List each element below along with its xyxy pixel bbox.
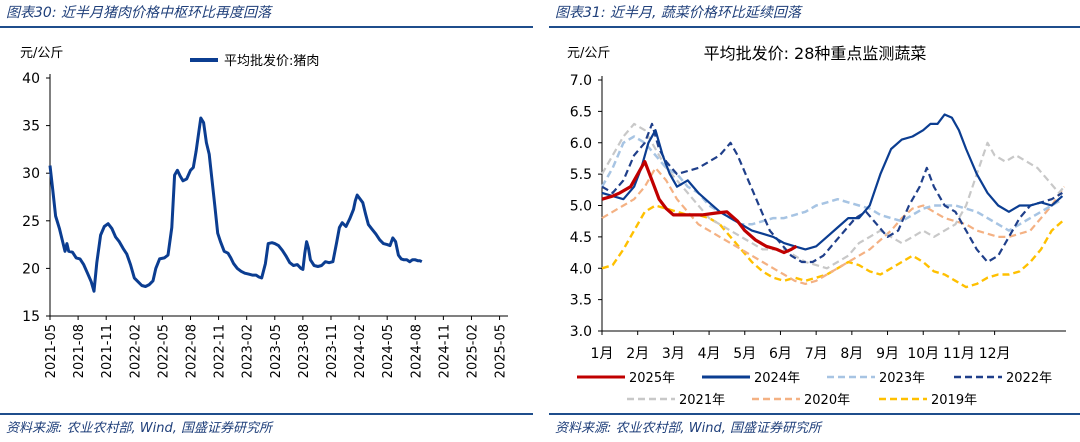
series-line-pork xyxy=(48,116,423,293)
y-tick-label: 6.0 xyxy=(570,136,592,152)
y-tick-label: 30 xyxy=(22,166,40,182)
x-tick-label: 9月 xyxy=(876,346,899,362)
y-tick-label: 40 xyxy=(22,71,40,87)
legend-label: 2024年 xyxy=(754,371,800,386)
y-tick-label: 3.0 xyxy=(570,324,592,340)
x-tick-label: 2月 xyxy=(626,346,649,362)
y-axis-unit-label: 元/公斤 xyxy=(20,46,63,61)
x-tick-label: 2022-08 xyxy=(184,324,199,378)
series-line-2025年 xyxy=(601,160,798,255)
x-tick-label: 2023-02 xyxy=(241,324,256,378)
y-tick-label: 35 xyxy=(22,119,40,135)
series-line-2022年 xyxy=(601,122,1063,264)
legend-label: 平均批发价:猪肉 xyxy=(224,53,319,69)
y-axis-unit-label: 元/公斤 xyxy=(567,46,610,61)
y-tick-label: 4.5 xyxy=(570,230,592,246)
x-tick-label: 7月 xyxy=(805,346,828,362)
right-source-note: 资料来源: 农业农村部, Wind, 国盛证券研究所 xyxy=(555,421,821,436)
top-rule xyxy=(0,26,533,28)
x-tick-label: 2025-05 xyxy=(494,324,509,378)
bottom-rule xyxy=(0,413,533,415)
x-tick-label: 2025-02 xyxy=(465,324,480,378)
left-source-note: 资料来源: 农业农村部, Wind, 国盛证券研究所 xyxy=(6,421,272,436)
legend-label: 2022年 xyxy=(1006,371,1052,386)
x-tick-label: 2023-11 xyxy=(325,324,340,378)
x-tick-label: 3月 xyxy=(662,346,685,362)
y-tick-label: 25 xyxy=(22,214,40,230)
y-tick-label: 15 xyxy=(22,309,40,325)
x-tick-label: 6月 xyxy=(769,346,792,362)
x-tick-label: 5月 xyxy=(733,346,756,362)
y-tick-label: 5.5 xyxy=(570,167,592,183)
x-tick-label: 2024-08 xyxy=(409,324,424,378)
right-panel-title: 图表31: 近半月, 蔬菜价格环比延续回落 xyxy=(555,5,801,21)
x-tick-label: 2021-11 xyxy=(100,324,115,378)
y-tick-label: 4.0 xyxy=(570,261,592,277)
x-tick-label: 2022-05 xyxy=(156,324,171,378)
y-tick-label: 5.0 xyxy=(570,199,592,215)
vegetable-price-chart: 元/公斤 平均批发价: 28种重点监测蔬菜 3.0 3.5 4.0 4.5 5.0 5.5 6.… xyxy=(567,44,1066,408)
series-line-2021年 xyxy=(601,122,1066,270)
x-tick-label: 2023-05 xyxy=(269,324,284,378)
x-tick-label: 2024-11 xyxy=(437,324,452,378)
x-tick-label: 8月 xyxy=(840,346,863,362)
series-line-2023年 xyxy=(600,135,1064,232)
x-tick-label: 10月 xyxy=(907,346,939,362)
legend-label: 2019年 xyxy=(931,393,977,408)
y-tick-label: 20 xyxy=(22,261,40,277)
x-tick-label: 2021-05 xyxy=(44,324,59,378)
right-panel: 图表31: 近半月, 蔬菜价格环比延续回落 元/公斤 平均批发价: 28种重点监测… xyxy=(549,0,1080,442)
legend-label: 2025年 xyxy=(629,371,675,386)
top-rule xyxy=(549,26,1080,28)
x-tick-label: 2022-02 xyxy=(128,324,143,378)
x-tick-label: 4月 xyxy=(698,346,721,362)
y-tick-label: 6.5 xyxy=(570,104,592,120)
y-tick-label: 3.5 xyxy=(570,293,592,309)
x-tick-label: 2021-08 xyxy=(72,324,87,378)
x-tick-label: 1月 xyxy=(591,346,614,362)
x-tick-label: 12月 xyxy=(979,346,1011,362)
series-line-2019年 xyxy=(601,204,1065,289)
chart-title: 平均批发价: 28种重点监测蔬菜 xyxy=(704,44,927,63)
bottom-rule xyxy=(549,413,1080,415)
x-tick-label: 2024-05 xyxy=(381,324,396,378)
legend-label: 2021年 xyxy=(679,393,725,408)
y-tick-label: 7.0 xyxy=(570,73,592,89)
left-panel: 图表30: 近半月猪肉价格中枢环比再度回落 元/公斤 15 20 25 30 35 40 20… xyxy=(0,0,533,442)
x-tick-label: 2022-11 xyxy=(213,324,228,378)
series-line-2024年 xyxy=(601,113,1064,251)
x-tick-label: 11月 xyxy=(943,346,975,362)
left-panel-title: 图表30: 近半月猪肉价格中枢环比再度回落 xyxy=(6,5,271,21)
x-tick-label: 2023-08 xyxy=(297,324,312,378)
legend-label: 2023年 xyxy=(879,371,925,386)
series-line-2020年 xyxy=(601,166,1066,285)
pork-price-chart: 元/公斤 15 20 25 30 35 40 2021-05 2021-08 2021-11 202… xyxy=(20,46,509,378)
x-tick-label: 2024-02 xyxy=(353,324,368,378)
legend-label: 2020年 xyxy=(804,393,850,408)
